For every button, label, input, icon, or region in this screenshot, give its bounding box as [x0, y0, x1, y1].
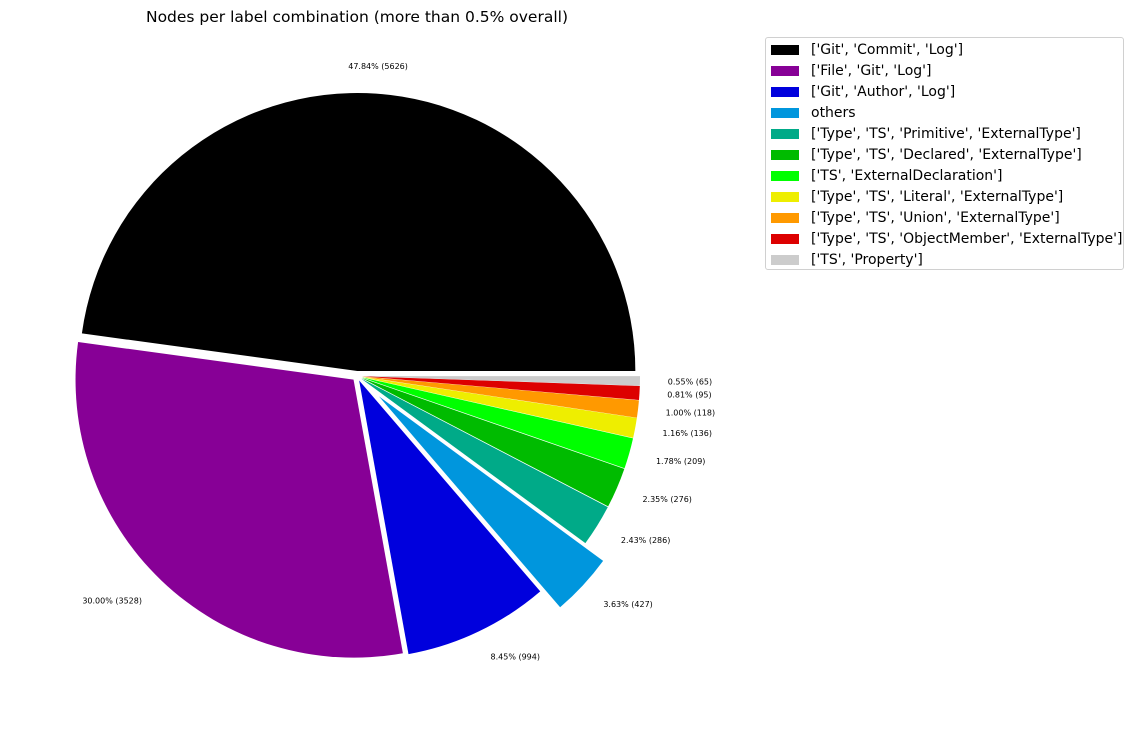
legend-item: ['TS', 'Property'] — [771, 250, 923, 270]
legend-swatch — [771, 108, 799, 118]
pie-slice — [361, 376, 640, 401]
legend-label: ['Type', 'TS', 'Declared', 'ExternalType… — [811, 147, 1082, 163]
pie-slice — [361, 376, 637, 438]
legend-label: ['Git', 'Author', 'Log'] — [811, 84, 956, 100]
legend-swatch — [771, 192, 799, 202]
pie-slice — [361, 376, 639, 418]
legend-item: ['Type', 'TS', 'Declared', 'ExternalType… — [771, 145, 1082, 165]
legend-item: ['Type', 'TS', 'Union', 'ExternalType'] — [771, 208, 1060, 228]
pie-slice — [361, 378, 608, 544]
pie-slice — [75, 341, 403, 658]
slice-percent-label: 2.35% (276) — [642, 495, 691, 504]
legend-label: ['Type', 'TS', 'Union', 'ExternalType'] — [811, 210, 1060, 226]
legend-item: ['TS', 'ExternalDeclaration'] — [771, 166, 1002, 186]
slice-percent-label: 1.78% (209) — [656, 457, 705, 466]
pie-slice — [379, 396, 604, 608]
legend-swatch — [771, 234, 799, 244]
legend-item: ['Git', 'Author', 'Log'] — [771, 82, 955, 102]
legend-swatch — [771, 150, 799, 160]
legend-label: ['Type', 'TS', 'ObjectMember', 'External… — [811, 231, 1123, 247]
legend-item: ['Git', 'Commit', 'Log'] — [771, 40, 963, 60]
slice-percent-label: 3.63% (427) — [603, 600, 652, 609]
legend-swatch — [771, 129, 799, 139]
pie-slice — [359, 380, 541, 655]
legend-swatch — [771, 213, 799, 223]
legend-swatch — [771, 255, 799, 265]
pie-percent-labels: 47.84% (5626) 30.00% (3528) 8.45% (994) 3.6… — [82, 62, 715, 662]
chart-title: Nodes per label combination (more than 0… — [146, 8, 568, 26]
legend-label: ['Git', 'Commit', 'Log'] — [811, 42, 964, 58]
slice-percent-label: 8.45% (994) — [491, 653, 540, 662]
legend-label: ['Type', 'TS', 'Literal', 'ExternalType'… — [811, 189, 1064, 205]
legend-item: ['Type', 'TS', 'Literal', 'ExternalType'… — [771, 187, 1063, 207]
slice-percent-label: 0.81% (95) — [667, 391, 711, 400]
slice-percent-label: 1.16% (136) — [663, 429, 712, 438]
legend-label: ['Type', 'TS', 'Primitive', 'ExternalTyp… — [811, 126, 1081, 142]
legend-swatch — [771, 45, 799, 55]
slice-percent-label: 1.00% (118) — [666, 408, 715, 417]
legend-swatch — [771, 87, 799, 97]
slice-percent-label: 47.84% (5626) — [348, 62, 408, 71]
pie-slices — [75, 93, 640, 658]
pie-slice — [361, 377, 634, 469]
slice-percent-label: 0.55% (65) — [668, 377, 712, 386]
legend-label: ['File', 'Git', 'Log'] — [811, 63, 932, 79]
legend-label: ['TS', 'ExternalDeclaration'] — [811, 168, 1003, 184]
chart-legend: ['Git', 'Commit', 'Log'] ['File', 'Git', … — [765, 37, 1124, 270]
pie-slice — [361, 377, 625, 507]
legend-swatch — [771, 66, 799, 76]
legend-item: ['Type', 'TS', 'Primitive', 'ExternalTyp… — [771, 124, 1081, 144]
pie-slice — [81, 93, 636, 372]
slice-percent-label: 2.43% (286) — [621, 536, 670, 545]
legend-item: ['Type', 'TS', 'ObjectMember', 'External… — [771, 229, 1122, 249]
legend-item: others — [771, 103, 856, 123]
legend-swatch — [771, 171, 799, 181]
legend-item: ['File', 'Git', 'Log'] — [771, 61, 931, 81]
pie-slice — [361, 376, 640, 386]
legend-label: ['TS', 'Property'] — [811, 252, 923, 268]
slice-percent-label: 30.00% (3528) — [82, 596, 142, 605]
legend-label: others — [811, 105, 856, 121]
